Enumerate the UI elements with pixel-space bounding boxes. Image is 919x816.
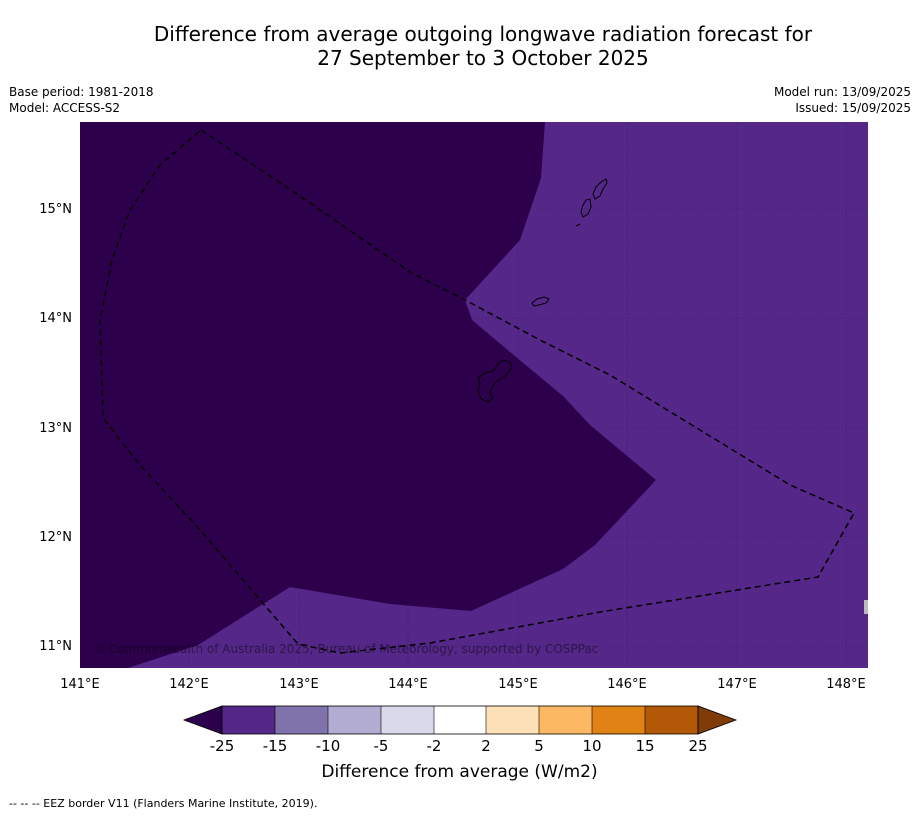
island-saipan xyxy=(592,178,608,200)
map-panel: © Commonwealth of Australia 2025, Bureau… xyxy=(80,122,868,668)
colorbar-tick-label: 10 xyxy=(582,737,601,755)
colorbar-tick-label: -15 xyxy=(263,737,288,755)
colorbar-frame xyxy=(221,705,699,735)
eez-border xyxy=(99,129,856,654)
colorbar-ticks: -25 -15 -10 -5 -2 2 5 10 15 25 xyxy=(210,737,708,755)
lat-label: 13°N xyxy=(39,421,72,436)
colorbar-tick-label: -25 xyxy=(210,737,235,755)
meta-left: Base period: 1981-2018 Model: ACCESS-S2 xyxy=(9,84,154,116)
graticule xyxy=(80,122,868,668)
colorbar-tick-label: -5 xyxy=(374,737,389,755)
islands xyxy=(477,178,608,403)
colorbar-low-extension xyxy=(182,705,223,735)
title-line-2: 27 September to 3 October 2025 xyxy=(317,46,649,70)
eez-legend-note: -- -- -- EEZ border V11 (Flanders Marine… xyxy=(9,797,318,810)
colorbar-tick-label: -2 xyxy=(427,737,442,755)
lon-labels: 141°E 142°E 143°E 144°E 145°E 146°E 147°… xyxy=(60,677,866,692)
island-rota xyxy=(531,296,550,307)
colorbar-tick-label: 15 xyxy=(635,737,654,755)
lon-label: 146°E xyxy=(607,677,647,692)
island-guam xyxy=(477,359,513,403)
lon-label: 144°E xyxy=(388,677,428,692)
lon-label: 141°E xyxy=(60,677,100,692)
map-edge-artifact xyxy=(864,600,868,614)
colorbar-tick-label: 5 xyxy=(534,737,544,755)
model-run: Model run: 13/09/2025 xyxy=(773,85,911,99)
title-line-1: Difference from average outgoing longwav… xyxy=(153,22,813,46)
colorbar: -25 -15 -10 -5 -2 2 5 10 15 25 xyxy=(182,705,738,755)
colorbar-high-extension xyxy=(697,705,738,735)
colorbar-title: Difference from average (W/m2) xyxy=(321,762,598,782)
model-name: Model: ACCESS-S2 xyxy=(9,101,121,115)
colorbar-tick-label: -10 xyxy=(316,737,341,755)
lon-label: 143°E xyxy=(279,677,319,692)
lat-label: 15°N xyxy=(39,202,72,217)
lon-label: 148°E xyxy=(826,677,866,692)
anomaly-band-below-minus25 xyxy=(80,122,656,668)
lat-labels: 15°N 14°N 13°N 12°N 11°N xyxy=(39,202,72,654)
lat-label: 14°N xyxy=(39,311,72,326)
issued-date: Issued: 15/09/2025 xyxy=(795,101,911,115)
island-tinian xyxy=(580,198,592,218)
colorbar-tick-label: 25 xyxy=(688,737,707,755)
copyright-text: © Commonwealth of Australia 2025, Bureau… xyxy=(93,642,598,656)
colorbar-swatch xyxy=(486,706,539,734)
colorbar-swatch xyxy=(222,706,275,734)
lon-label: 142°E xyxy=(169,677,209,692)
colorbar-swatch xyxy=(275,706,328,734)
colorbar-swatch xyxy=(381,706,434,734)
colorbar-swatch xyxy=(592,706,645,734)
island-aguijan xyxy=(575,223,581,227)
base-period: Base period: 1981-2018 xyxy=(9,85,154,99)
lat-label: 12°N xyxy=(39,530,72,545)
colorbar-tick-label: 2 xyxy=(481,737,491,755)
colorbar-swatch xyxy=(539,706,592,734)
meta-right: Model run: 13/09/2025 Issued: 15/09/2025 xyxy=(774,84,911,116)
colorbar-swatch xyxy=(645,706,698,734)
colorbar-swatch xyxy=(328,706,381,734)
lon-label: 147°E xyxy=(717,677,757,692)
colorbar-swatch xyxy=(434,706,486,734)
chart-title: Difference from average outgoing longwav… xyxy=(75,22,891,70)
lat-label: 11°N xyxy=(39,639,72,654)
lon-label: 145°E xyxy=(498,677,538,692)
